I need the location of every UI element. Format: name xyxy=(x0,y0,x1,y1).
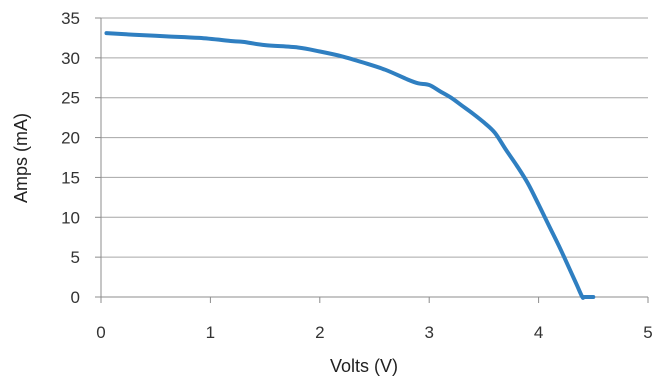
axes xyxy=(95,17,649,303)
series-layer xyxy=(104,31,596,300)
y-tick-labels: 0 5 10 15 20 25 30 35 xyxy=(61,9,80,307)
x-tick-label-1: 1 xyxy=(206,323,215,342)
x-tick-label-4: 4 xyxy=(534,323,543,342)
y-tick-label-30: 30 xyxy=(61,49,80,68)
y-tick-label-25: 25 xyxy=(61,89,80,108)
x-tick-labels: 0 1 2 3 4 5 xyxy=(96,323,652,342)
y-tick-label-15: 15 xyxy=(61,168,80,187)
x-tick-label-2: 2 xyxy=(315,323,324,342)
y-tick-label-20: 20 xyxy=(61,129,80,148)
x-tick-label-0: 0 xyxy=(96,323,105,342)
y-tick-label-35: 35 xyxy=(61,9,80,28)
grid-lines xyxy=(101,17,648,258)
y-axis-title: Amps (mA) xyxy=(11,113,31,203)
y-tick-label-0: 0 xyxy=(71,288,80,307)
x-tick-label-5: 5 xyxy=(643,323,652,342)
y-tick-label-5: 5 xyxy=(71,248,80,267)
y-tick-label-10: 10 xyxy=(61,208,80,227)
x-tick-label-3: 3 xyxy=(424,323,433,342)
series-line-0 xyxy=(104,31,596,300)
x-axis-title: Volts (V) xyxy=(330,356,398,376)
